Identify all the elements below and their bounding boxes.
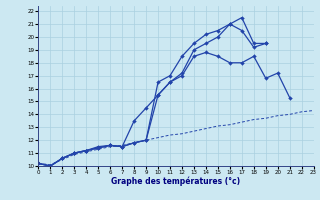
X-axis label: Graphe des températures (°c): Graphe des températures (°c) <box>111 177 241 186</box>
